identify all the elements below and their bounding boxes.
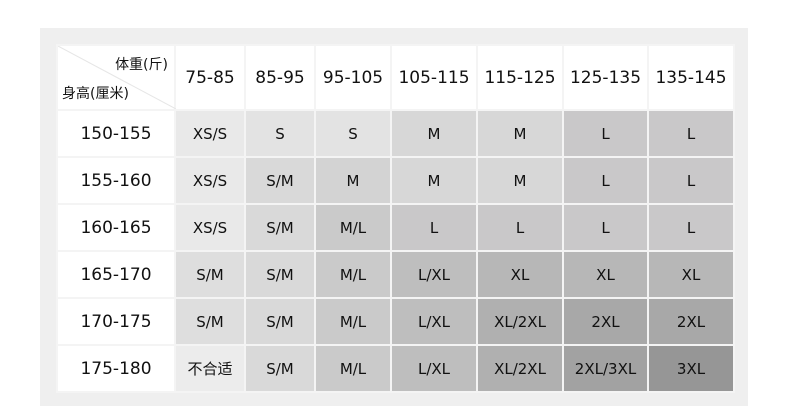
size-cell: L (562, 203, 649, 252)
size-cell: L (647, 109, 735, 158)
height-header: 155-160 (56, 156, 176, 205)
size-cell: XS/S (174, 156, 246, 205)
size-cell: XL (647, 250, 735, 299)
size-cell: M (476, 156, 564, 205)
table-row: 175-180 不合适 S/M M/L L/XL XL/2XL 2XL/3XL 3XL (56, 344, 735, 393)
size-cell: 不合适 (174, 344, 246, 393)
size-cell: L (647, 156, 735, 205)
size-cell: L/XL (390, 344, 478, 393)
size-cell: S/M (244, 156, 316, 205)
size-cell: S (244, 109, 316, 158)
size-cell: M (476, 109, 564, 158)
size-cell: M (390, 109, 478, 158)
table-row: 165-170 S/M S/M M/L L/XL XL XL XL (56, 250, 735, 299)
size-cell: 2XL (562, 297, 649, 346)
size-cell: M/L (314, 344, 392, 393)
size-cell: M/L (314, 250, 392, 299)
corner-cell: 体重(斤) 身高(厘米) (56, 44, 176, 111)
size-cell: XL (562, 250, 649, 299)
size-cell: XL (476, 250, 564, 299)
size-cell: M (314, 156, 392, 205)
table-row: 155-160 XS/S S/M M M M L L (56, 156, 735, 205)
weight-header: 85-95 (244, 44, 316, 111)
height-header: 160-165 (56, 203, 176, 252)
weight-header: 105-115 (390, 44, 478, 111)
size-cell: 2XL (647, 297, 735, 346)
size-cell: S/M (244, 250, 316, 299)
weight-header: 95-105 (314, 44, 392, 111)
weight-header: 135-145 (647, 44, 735, 111)
size-chart-table: 体重(斤) 身高(厘米) 75-85 85-95 95-105 105-115 115-… (56, 44, 735, 393)
size-cell: L (562, 109, 649, 158)
size-cell: S/M (244, 344, 316, 393)
height-axis-label: 身高(厘米) (62, 86, 129, 102)
weight-axis-label: 体重(斤) (115, 57, 168, 73)
size-cell: L (476, 203, 564, 252)
size-cell: XL/2XL (476, 344, 564, 393)
size-cell: S/M (244, 297, 316, 346)
size-cell: XL/2XL (476, 297, 564, 346)
table-row: 160-165 XS/S S/M M/L L L L L (56, 203, 735, 252)
size-cell: L (647, 203, 735, 252)
size-cell: S/M (244, 203, 316, 252)
table-row: 150-155 XS/S S S M M L L (56, 109, 735, 158)
weight-header: 115-125 (476, 44, 564, 111)
size-cell: XS/S (174, 203, 246, 252)
size-cell: L (390, 203, 478, 252)
size-cell: 3XL (647, 344, 735, 393)
height-header: 150-155 (56, 109, 176, 158)
weight-header: 75-85 (174, 44, 246, 111)
table-row: 170-175 S/M S/M M/L L/XL XL/2XL 2XL 2XL (56, 297, 735, 346)
size-cell: S/M (174, 297, 246, 346)
size-cell: L/XL (390, 297, 478, 346)
height-header: 170-175 (56, 297, 176, 346)
size-cell: L/XL (390, 250, 478, 299)
diagonal-divider (58, 46, 176, 109)
size-cell: M/L (314, 203, 392, 252)
size-cell: XS/S (174, 109, 246, 158)
height-header: 165-170 (56, 250, 176, 299)
size-cell: S/M (174, 250, 246, 299)
size-cell: M/L (314, 297, 392, 346)
size-cell: M (390, 156, 478, 205)
weight-header: 125-135 (562, 44, 649, 111)
size-cell: 2XL/3XL (562, 344, 649, 393)
header-row: 体重(斤) 身高(厘米) 75-85 85-95 95-105 105-115 115-… (56, 44, 735, 111)
size-cell: S (314, 109, 392, 158)
height-header: 175-180 (56, 344, 176, 393)
size-cell: L (562, 156, 649, 205)
